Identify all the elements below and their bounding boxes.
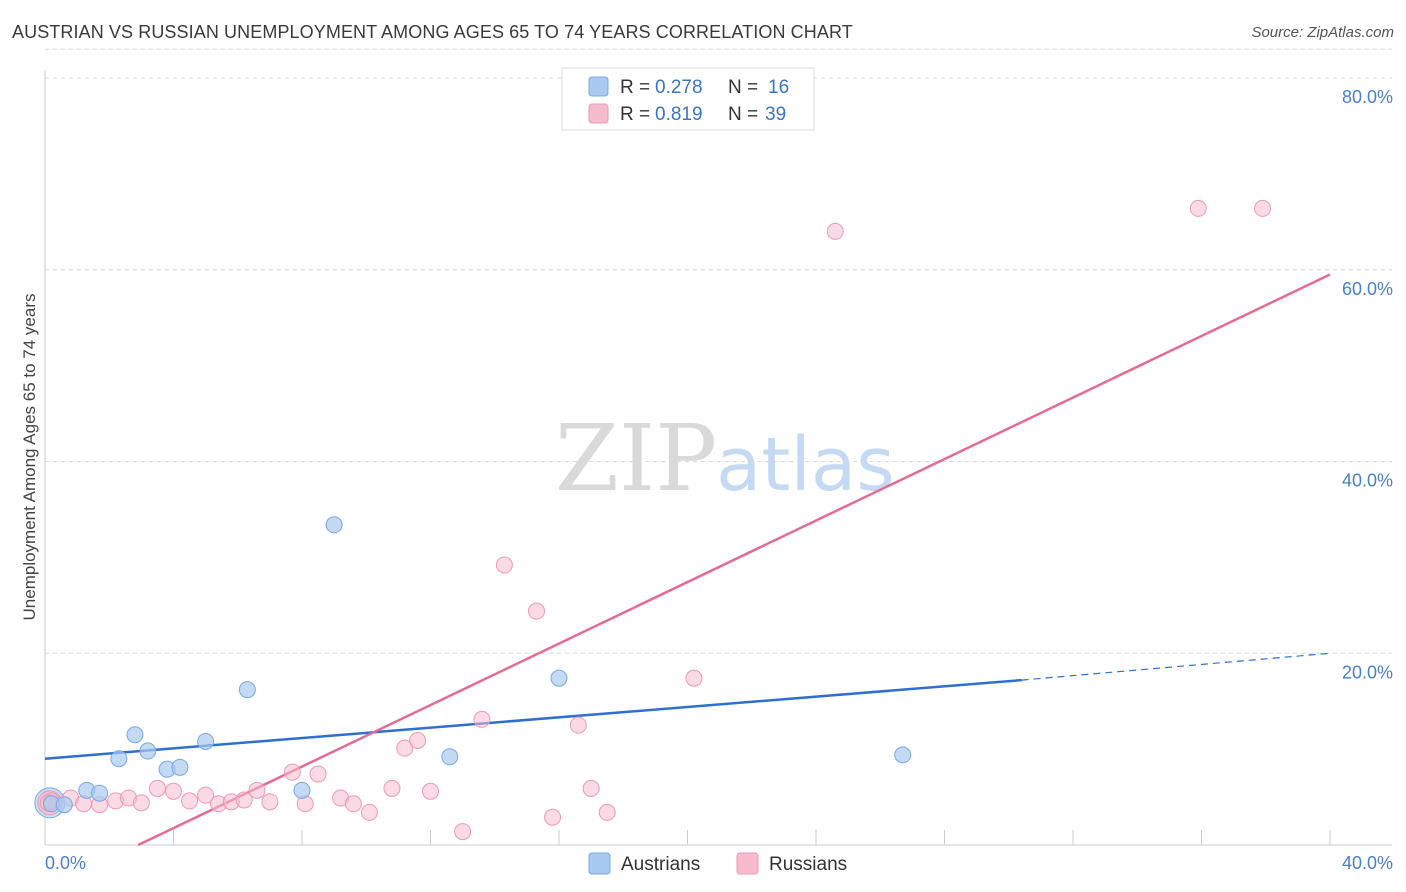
austrians-trend-extension <box>1021 652 1331 681</box>
russians-point <box>454 823 472 841</box>
grid-layer <box>45 48 1392 845</box>
russians-point <box>495 556 513 574</box>
legend-austrians-n-label: N = <box>728 77 758 98</box>
top-legend: R = 0.278 N = 16 R = 0.819 N = 39 <box>561 67 815 131</box>
austrians-point <box>139 742 157 760</box>
russians-point <box>409 731 427 749</box>
austrians-point <box>894 746 912 764</box>
russians-point <box>132 794 150 812</box>
russians-point <box>544 808 562 826</box>
russians-point <box>283 763 301 781</box>
russians-point <box>473 710 491 728</box>
russians-point <box>344 795 362 813</box>
source-label: Source: ZipAtlas.com <box>1251 24 1394 41</box>
legend-russians-n-label: N = <box>728 104 758 125</box>
russians-point <box>383 779 401 797</box>
x-tick-label-max: 40.0% <box>1342 853 1393 873</box>
y-tick-label: 20.0% <box>1342 662 1393 682</box>
bottom-legend-russians-label: Russians <box>769 854 847 875</box>
x-tick-label-min: 0.0% <box>45 853 86 873</box>
legend-russians-r-label: R = <box>620 104 650 125</box>
y-tick-label: 40.0% <box>1342 471 1393 491</box>
y-axis-title: Unemployment Among Ages 65 to 74 years <box>20 294 39 621</box>
russians-point <box>1254 199 1272 217</box>
watermark-zip: ZIP <box>555 405 717 512</box>
watermark: ZIP atlas <box>555 405 895 512</box>
legend-russians-swatch <box>588 103 609 124</box>
austrians-point <box>171 758 189 776</box>
bottom-legend: Austrians Russians <box>588 852 847 875</box>
russians-point <box>248 781 266 799</box>
legend-austrians-n-value: 16 <box>768 77 789 98</box>
austrians-point <box>325 516 343 534</box>
austrians-trend-line <box>44 678 1022 760</box>
austrians-point <box>550 669 568 687</box>
bottom-legend-russians-swatch <box>736 852 759 875</box>
russians-point <box>235 791 253 809</box>
legend-austrians-swatch <box>588 76 609 97</box>
chart-title: AUSTRIAN VS RUSSIAN UNEMPLOYMENT AMONG A… <box>12 22 853 42</box>
legend-austrians-r-value: 0.278 <box>655 77 703 98</box>
tick-layer: 20.0% 40.0% 60.0% 80.0% 0.0% 40.0% <box>45 87 1393 873</box>
austrians-point <box>197 732 215 750</box>
legend-russians-n-value: 39 <box>765 104 786 125</box>
austrians-point <box>238 681 256 699</box>
russians-point <box>360 803 378 821</box>
austrians-point <box>441 748 459 766</box>
legend-russians-r-value: 0.819 <box>655 104 703 125</box>
russians-point <box>685 669 703 687</box>
points-layer <box>34 199 1272 841</box>
russians-point <box>197 786 215 804</box>
bottom-legend-austrians-label: Austrians <box>621 854 700 875</box>
russians-point <box>598 803 616 821</box>
russians-point <box>148 779 166 797</box>
russians-point <box>396 739 414 757</box>
russians-point <box>181 792 199 810</box>
russians-trend-line <box>137 273 1331 847</box>
austrians-point <box>293 781 311 799</box>
y-tick-label: 80.0% <box>1342 87 1393 107</box>
austrians-point <box>110 750 128 768</box>
austrians-point <box>91 784 109 802</box>
trend-layer <box>44 273 1331 847</box>
russians-point <box>528 602 546 620</box>
russians-point <box>261 793 279 811</box>
russians-point <box>582 779 600 797</box>
russians-point <box>309 765 327 783</box>
axis-layer <box>44 70 1392 846</box>
russians-point <box>569 716 587 734</box>
russians-point <box>826 222 844 240</box>
y-tick-label: 60.0% <box>1342 279 1393 299</box>
russians-point <box>165 782 182 800</box>
austrians-point <box>55 796 73 814</box>
russians-point <box>422 782 439 800</box>
austrians-point <box>126 726 144 744</box>
legend-austrians-r-label: R = <box>620 77 650 98</box>
bottom-legend-austrians-swatch <box>588 852 611 875</box>
watermark-atlas: atlas <box>716 422 895 508</box>
russians-point <box>1189 199 1207 217</box>
